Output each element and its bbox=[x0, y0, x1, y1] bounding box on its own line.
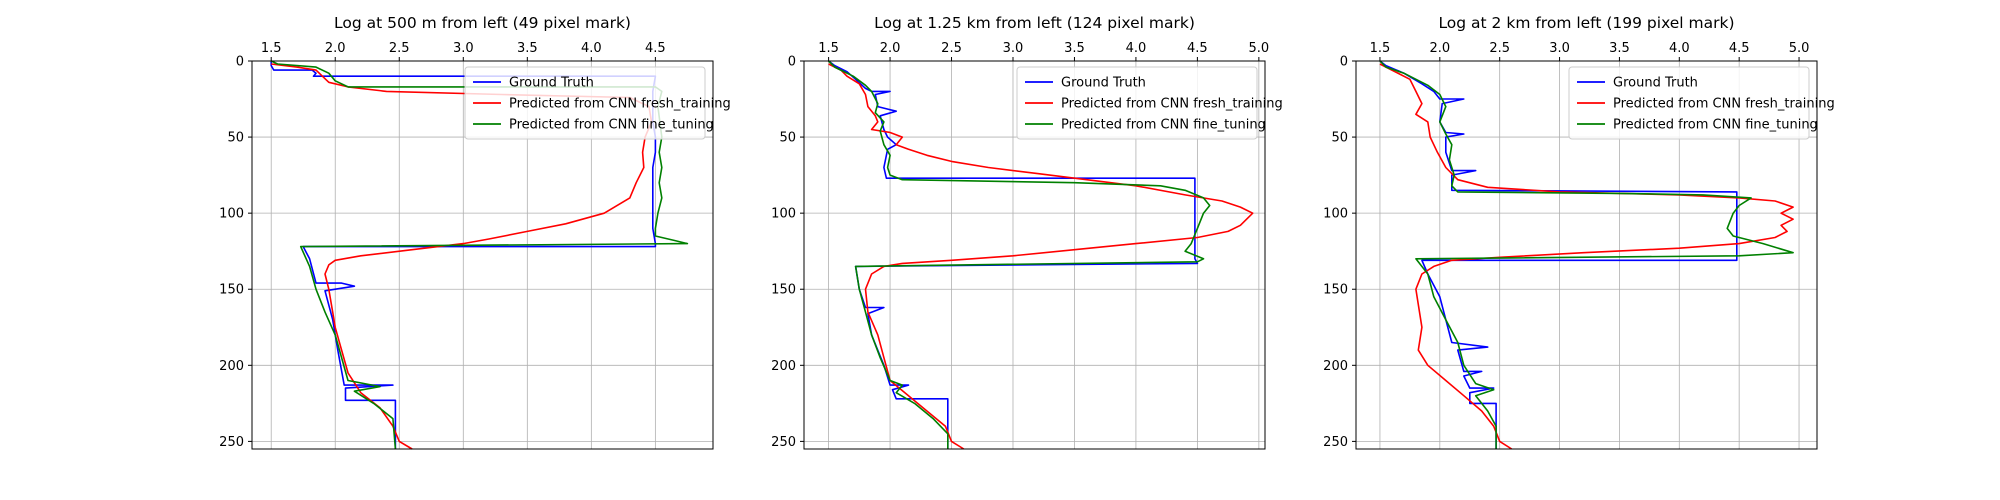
x-tick-label: 4.0 bbox=[1669, 41, 1690, 56]
y-tick-label: 250 bbox=[219, 435, 244, 450]
axes-frame bbox=[803, 60, 1266, 450]
x-tick-label: 4.0 bbox=[581, 41, 602, 56]
y-tick-label: 50 bbox=[227, 131, 244, 146]
legend-label: Ground Truth bbox=[1613, 76, 1698, 91]
x-tick-label: 2.5 bbox=[1489, 41, 1510, 56]
x-tick-label: 2.0 bbox=[880, 41, 901, 56]
chart-title: Log at 500 m from left (49 pixel mark) bbox=[334, 14, 631, 32]
y-tick-label: 50 bbox=[779, 131, 796, 146]
legend-label: Predicted from CNN fine_tuning bbox=[1061, 118, 1266, 133]
x-tick-label: 4.5 bbox=[1729, 41, 1750, 56]
legend-box bbox=[1016, 66, 1258, 140]
y-tick-label: 150 bbox=[771, 283, 796, 298]
x-tick-label: 3.5 bbox=[1609, 41, 1630, 56]
x-tick-label: 3.5 bbox=[1064, 41, 1085, 56]
axes-frame bbox=[251, 60, 714, 450]
legend-box bbox=[1568, 66, 1810, 140]
y-tick-label: 100 bbox=[1323, 207, 1348, 222]
chart-panel-3: 1.5 2.0 2.5 3.0 3.5 4.0 4.5 5.0 0 50 100 150 200 250 L… bbox=[1323, 14, 1835, 450]
series-line-3 bbox=[828, 60, 1211, 449]
x-tick-label: 1.5 bbox=[261, 41, 282, 56]
x-tick-label: 5.0 bbox=[1249, 41, 1270, 56]
y-tick-label: 200 bbox=[771, 359, 796, 374]
x-tick-label: 3.0 bbox=[1549, 41, 1570, 56]
series-line-2 bbox=[828, 63, 1254, 450]
chart-title: Log at 2 km from left (199 pixel mark) bbox=[1438, 14, 1734, 32]
series-line-1 bbox=[1379, 60, 1738, 449]
x-tick-label: 2.5 bbox=[941, 41, 962, 56]
x-tick-label: 3.5 bbox=[517, 41, 538, 56]
x-tick-label: 3.0 bbox=[1003, 41, 1024, 56]
legend-label: Ground Truth bbox=[509, 76, 594, 91]
chart-title: Log at 1.25 km from left (124 pixel mark… bbox=[874, 14, 1195, 32]
legend-label: Predicted from CNN fine_tuning bbox=[509, 118, 714, 133]
legend-box bbox=[464, 66, 706, 140]
y-tick-label: 200 bbox=[1323, 359, 1348, 374]
legend-label: Predicted from CNN fresh_training bbox=[509, 97, 731, 112]
y-tick-label: 150 bbox=[1323, 283, 1348, 298]
chart-panel-2: 1.5 2.0 2.5 3.0 3.5 4.0 4.5 5.0 0 50 100 150 200 250 L… bbox=[771, 14, 1283, 450]
x-tick-label: 2.0 bbox=[1429, 41, 1450, 56]
y-tick-label: 200 bbox=[219, 359, 244, 374]
chart-panel-1: 1.5 2.0 2.5 3.0 3.5 4.0 4.5 0 50 100 150 200 250 Log … bbox=[219, 14, 731, 450]
x-tick-label: 1.5 bbox=[818, 41, 839, 56]
x-tick-label: 2.5 bbox=[389, 41, 410, 56]
legend-label: Predicted from CNN fine_tuning bbox=[1613, 118, 1818, 133]
y-tick-label: 0 bbox=[788, 55, 796, 70]
x-tick-label: 4.0 bbox=[1126, 41, 1147, 56]
series-line-1 bbox=[270, 61, 657, 449]
y-tick-label: 50 bbox=[1331, 131, 1348, 146]
series-line-2 bbox=[1379, 63, 1794, 450]
y-tick-label: 250 bbox=[1323, 435, 1348, 450]
x-tick-label: 2.0 bbox=[325, 41, 346, 56]
x-tick-label: 4.5 bbox=[1187, 41, 1208, 56]
y-tick-label: 150 bbox=[219, 283, 244, 298]
series-line-3 bbox=[270, 60, 689, 450]
y-tick-label: 100 bbox=[771, 207, 796, 222]
axes-frame bbox=[1355, 60, 1818, 450]
series-line-2 bbox=[271, 63, 653, 450]
series-line-3 bbox=[1379, 60, 1794, 449]
legend-label: Predicted from CNN fresh_training bbox=[1061, 97, 1283, 112]
y-tick-label: 0 bbox=[1340, 55, 1348, 70]
x-tick-label: 1.5 bbox=[1370, 41, 1391, 56]
y-tick-label: 0 bbox=[236, 55, 244, 70]
y-tick-label: 100 bbox=[219, 207, 244, 222]
legend-label: Predicted from CNN fresh_training bbox=[1613, 97, 1835, 112]
x-tick-label: 3.0 bbox=[453, 41, 474, 56]
x-tick-label: 5.0 bbox=[1789, 41, 1810, 56]
y-tick-label: 250 bbox=[771, 435, 796, 450]
x-tick-label: 4.5 bbox=[645, 41, 666, 56]
legend-label: Ground Truth bbox=[1061, 76, 1146, 91]
